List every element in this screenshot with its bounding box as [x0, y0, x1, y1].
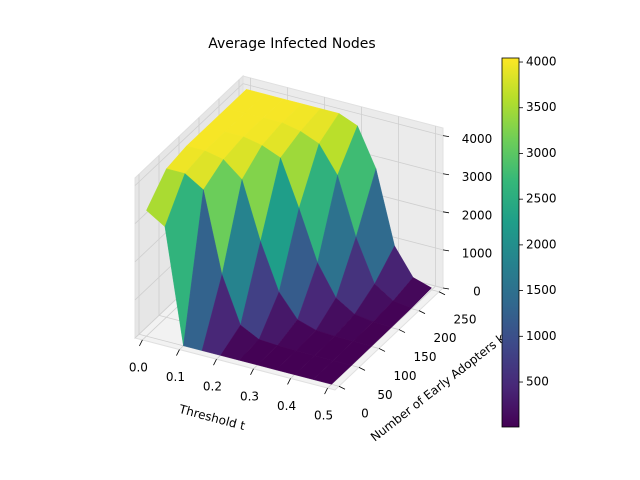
tick-mark [418, 310, 426, 315]
colorbar-tick-label: 3000 [526, 146, 557, 160]
y-tick-label: 0 [361, 407, 369, 421]
colorbar-tick-label: 1000 [526, 329, 557, 343]
tick-mark [338, 385, 346, 390]
z-tick-label: 2000 [462, 208, 493, 222]
colorbar-tick-label: 1500 [526, 283, 557, 297]
y-tick-label: 200 [434, 331, 457, 345]
x-tick-label: 0.3 [240, 389, 259, 403]
colorbar-tick-label: 3500 [526, 100, 557, 114]
z-tick-label: 0 [473, 285, 481, 299]
z-tick-label: 4000 [462, 132, 493, 146]
tick-mark [213, 359, 217, 366]
tick-mark [287, 378, 291, 385]
colorbar-tick-label: 2000 [526, 237, 557, 251]
x-axis-label: Threshold t [177, 402, 247, 433]
y-tick-label: 250 [454, 312, 477, 326]
surface-patch [312, 360, 352, 385]
surface [146, 89, 432, 385]
x-tick-label: 0.4 [277, 399, 296, 413]
tick-mark [139, 339, 143, 347]
y-tick-label: 150 [414, 350, 437, 364]
tick-mark [358, 366, 366, 371]
grid-line [242, 83, 444, 137]
z-tick-label: 1000 [462, 246, 493, 260]
tick-mark [324, 387, 328, 395]
y-tick-label: 50 [377, 388, 392, 402]
tick-mark [250, 368, 254, 375]
tick-mark [442, 211, 450, 214]
x-tick-label: 0.1 [166, 370, 185, 384]
colorbar-tick-label: 500 [526, 375, 549, 389]
x-tick-label: 0.2 [203, 380, 222, 394]
tick-mark [438, 291, 446, 296]
x-tick-label: 0.0 [129, 360, 148, 374]
tick-mark [442, 249, 450, 252]
tick-mark [176, 349, 180, 356]
colorbar-frame [501, 57, 520, 428]
tick-mark [398, 329, 406, 333]
y-tick-label: 100 [394, 369, 417, 383]
chart-title: Average Infected Nodes [208, 36, 375, 52]
z-tick-label: 3000 [462, 170, 493, 184]
tick-mark [442, 173, 450, 176]
colorbar-tick-label: 4000 [526, 55, 557, 69]
tick-mark [378, 348, 386, 352]
x-tick-label: 0.5 [314, 409, 333, 423]
tick-mark [442, 287, 450, 290]
colorbar-tick-label: 2500 [526, 192, 557, 206]
grid-line [134, 83, 244, 186]
colorbar [502, 58, 519, 427]
colorbar-axis: 500 1000 1500 2000 2500 3000 3500 4000 [501, 55, 557, 428]
tick-mark [442, 135, 450, 138]
